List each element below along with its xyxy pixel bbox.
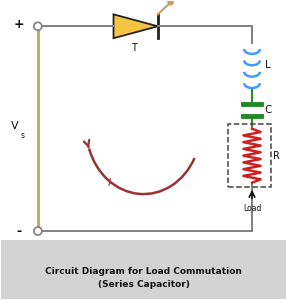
Text: V: V bbox=[11, 121, 18, 131]
Text: +: + bbox=[14, 18, 25, 32]
Text: T: T bbox=[131, 43, 136, 52]
Text: C: C bbox=[264, 105, 272, 115]
Text: L: L bbox=[265, 60, 271, 70]
Text: Circuit Diagram for Load Commutation
(Series Capacitor): Circuit Diagram for Load Commutation (Se… bbox=[45, 267, 242, 289]
Text: I: I bbox=[108, 178, 111, 188]
Text: Load: Load bbox=[243, 204, 261, 213]
Text: -: - bbox=[17, 225, 22, 238]
Bar bbox=[228, 124, 271, 187]
Polygon shape bbox=[114, 14, 158, 38]
Circle shape bbox=[34, 22, 42, 30]
Bar bbox=[1, 240, 286, 299]
Circle shape bbox=[34, 227, 42, 235]
Circle shape bbox=[168, 0, 173, 5]
Text: R: R bbox=[273, 151, 280, 161]
Text: s: s bbox=[20, 131, 24, 140]
